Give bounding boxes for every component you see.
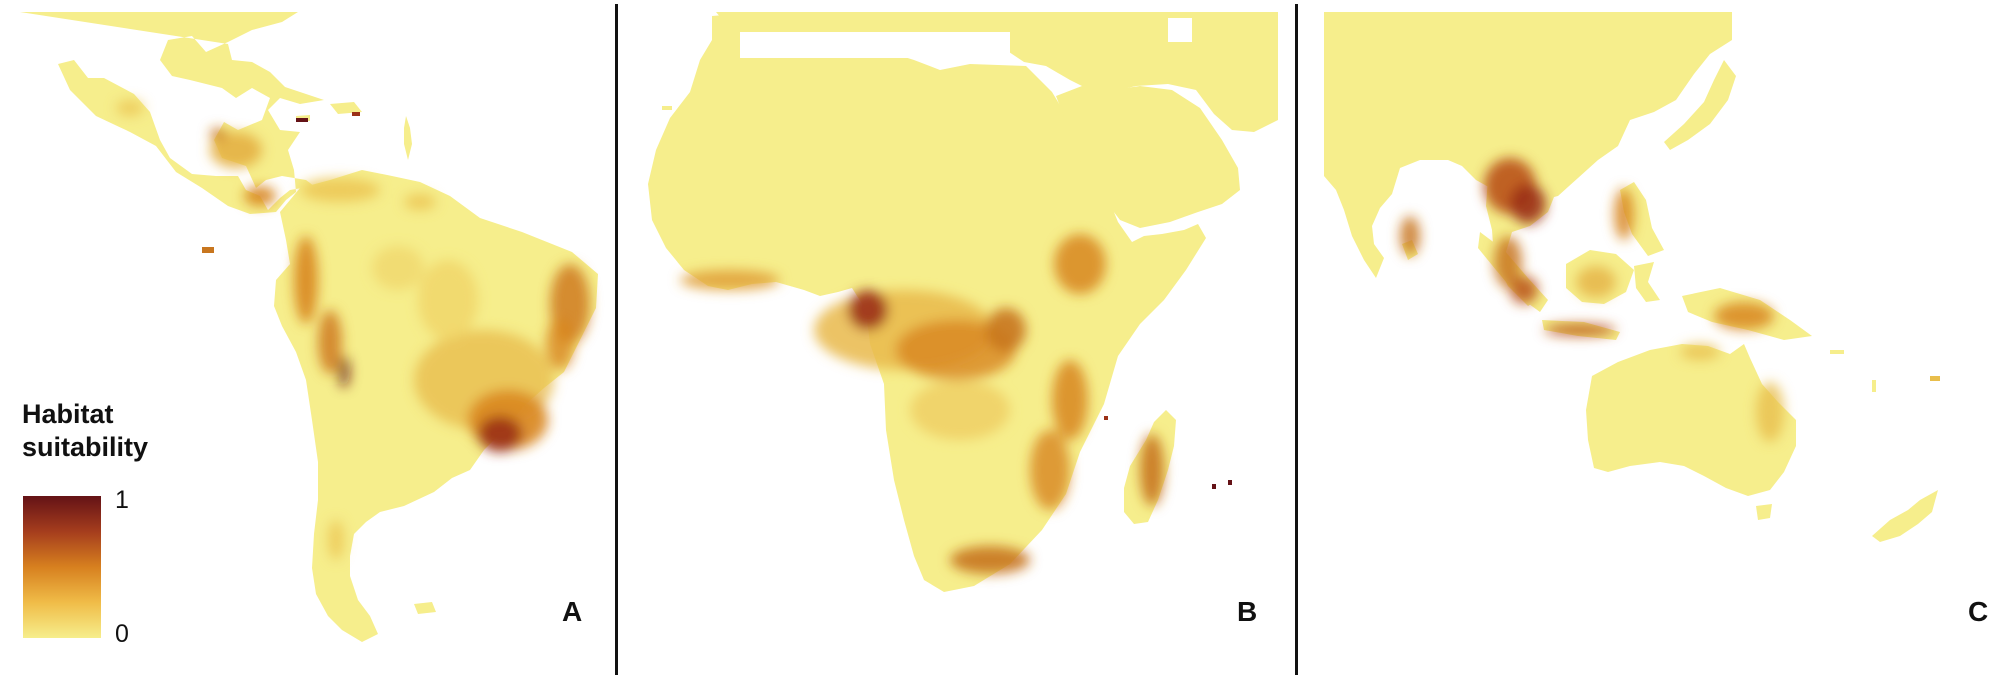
asia-landmass (1324, 12, 1732, 278)
north-america-landmass (20, 12, 314, 214)
comoros-hotspot (1104, 416, 1108, 420)
vanuatu (1872, 380, 1876, 392)
legend-title-line-2: suitability (22, 432, 149, 462)
legend-max-label: 1 (115, 486, 129, 514)
caribbean-hispaniola (330, 102, 362, 114)
arabian-peninsula (1056, 86, 1240, 228)
lesser-antilles (404, 116, 412, 160)
new-zealand (1872, 490, 1938, 542)
panel-label-a: A (562, 596, 583, 627)
mediterranean-sea (740, 32, 1010, 58)
australia-landmass (1586, 344, 1796, 496)
panel-label-c: C (1968, 596, 1989, 627)
puerto-rico-hotspot (352, 112, 360, 116)
hispaniola-hotspot (296, 118, 308, 122)
panel-c-suitability-hotspots (1400, 158, 1784, 442)
galapagos-islands (202, 247, 214, 253)
caribbean-cuba (256, 86, 324, 104)
japan (1664, 60, 1736, 150)
europe-landmass (716, 12, 1278, 132)
legend-title-line-1: Habitat (22, 399, 114, 429)
sulawesi (1634, 262, 1660, 302)
panel-b-suitability-hotspots (680, 234, 1164, 574)
panel-b-africa-map (648, 12, 1278, 592)
mauritius-hotspot (1228, 480, 1232, 485)
falkland-islands (414, 602, 436, 614)
tasmania (1756, 504, 1772, 520)
panel-a-suitability-hotspots (116, 100, 590, 560)
panel-c-asia-pacific-map (1324, 12, 1940, 542)
legend-color-ramp (23, 496, 101, 638)
canary-islands (662, 106, 672, 110)
legend-title: Habitat suitability (22, 398, 222, 464)
panel-divider-a-b (615, 4, 618, 675)
north-sea-gap (1168, 18, 1192, 42)
panel-label-b: B (1237, 596, 1258, 627)
panel-a-americas-map (20, 12, 598, 642)
reunion-hotspot (1212, 484, 1216, 489)
solomon-islands (1830, 350, 1844, 354)
fiji-islands (1930, 376, 1940, 381)
legend-min-label: 0 (115, 620, 129, 648)
panel-divider-b-c (1295, 4, 1298, 675)
